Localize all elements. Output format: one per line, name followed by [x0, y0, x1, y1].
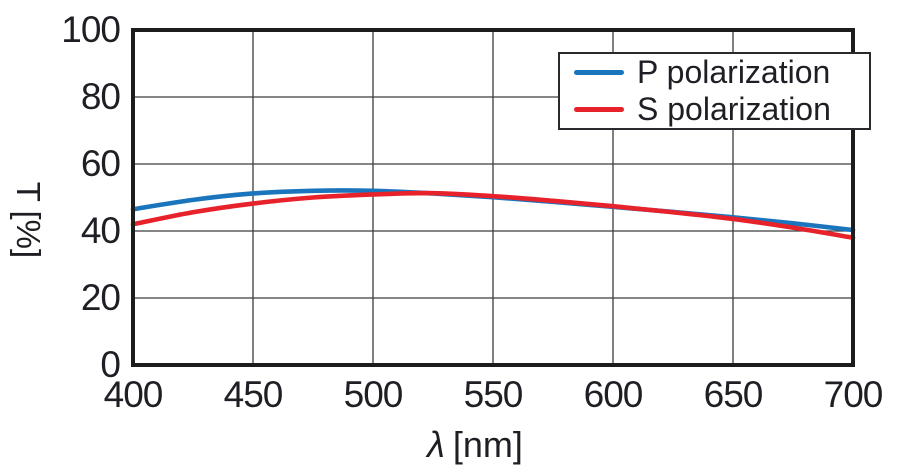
x-tick-label-650: 650 — [703, 374, 764, 415]
x-tick-label-700: 700 — [823, 374, 884, 415]
legend: P polarization S polarization — [558, 52, 871, 130]
x-tick-label-500: 500 — [343, 374, 404, 415]
y-tick-label-100: 100 — [61, 9, 121, 50]
y-tick-label-60: 60 — [80, 143, 121, 184]
legend-item-p-polarization: P polarization — [574, 54, 869, 91]
x-tick-label-400: 400 — [103, 374, 164, 415]
x-tick-label-600: 600 — [583, 374, 644, 415]
lambda-symbol: λ — [427, 424, 445, 465]
y-tick-label-0: 0 — [100, 344, 121, 385]
legend-item-s-polarization: S polarization — [574, 91, 869, 128]
x-axis-unit: [nm] — [452, 424, 523, 465]
legend-label-s-polarization: S polarization — [637, 91, 831, 127]
x-axis-title: λ [nm] — [355, 424, 595, 466]
p-polarization-line-swatch — [574, 70, 624, 75]
x-tick-label-550: 550 — [463, 374, 524, 415]
x-tick-label-450: 450 — [223, 374, 284, 415]
y-tick-label-20: 20 — [80, 277, 121, 318]
legend-label-p-polarization: P polarization — [637, 54, 831, 90]
s-polarization-curve — [130, 190, 856, 240]
y-tick-label-40: 40 — [80, 210, 121, 251]
plot-frame — [131, 28, 855, 367]
y-tick-label-80: 80 — [80, 76, 121, 117]
s-polarization-line-swatch — [574, 107, 624, 112]
